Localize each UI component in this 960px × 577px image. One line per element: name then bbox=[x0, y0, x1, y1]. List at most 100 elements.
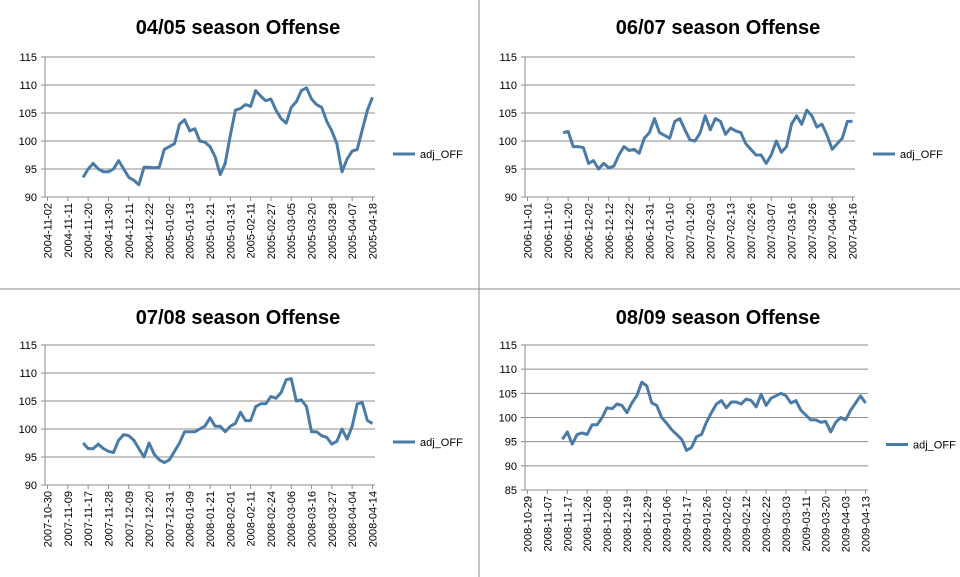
y-tick-label: 115 bbox=[499, 340, 517, 352]
x-tick-label: 2006-11-01 bbox=[523, 203, 535, 258]
chart: 04/05 season Offense 90 95 100 105 110 115 2004… bbox=[19, 17, 463, 259]
x-tick-label: 2008-12-08 bbox=[602, 496, 614, 552]
x-tick-label: 2005-03-20 bbox=[307, 203, 319, 259]
x-tick-label: 2009-04-13 bbox=[861, 496, 873, 552]
x-tick-label: 2007-12-31 bbox=[164, 491, 176, 547]
x-tick-label: 2005-01-02 bbox=[164, 203, 176, 259]
x-tick-label: 2009-03-20 bbox=[821, 496, 833, 552]
data-line bbox=[561, 380, 867, 452]
y-tick-label: 115 bbox=[499, 52, 517, 64]
x-tick-label: 2008-02-11 bbox=[246, 491, 258, 546]
y-tick-label: 105 bbox=[499, 388, 517, 400]
x-tick-label: 2007-12-20 bbox=[144, 491, 156, 547]
x-tick-label: 2008-12-29 bbox=[642, 496, 654, 552]
y-tick-label: 90 bbox=[25, 480, 37, 492]
x-tick-label: 2008-02-24 bbox=[266, 491, 278, 547]
x-tick-label: 2007-02-13 bbox=[726, 203, 738, 259]
chart-title: 04/05 season Offense bbox=[136, 17, 341, 39]
x-tick-label: 2009-03-11 bbox=[801, 496, 813, 551]
y-tick-label: 100 bbox=[499, 413, 517, 425]
x-tick-label: 2008-04-04 bbox=[347, 491, 359, 547]
x-tick-label: 2004-12-22 bbox=[144, 203, 156, 259]
x-tick-label: 2006-12-31 bbox=[644, 203, 656, 259]
x-tick-label: 2007-11-28 bbox=[104, 491, 116, 546]
x-tick-label: 2008-03-27 bbox=[327, 491, 339, 547]
x-tick-label: 2009-01-26 bbox=[701, 496, 713, 552]
y-tick-label: 95 bbox=[505, 437, 517, 449]
x-tick-label: 2006-11-10 bbox=[543, 203, 555, 258]
x-tick-label: 2009-01-17 bbox=[682, 496, 694, 552]
x-tick-label: 2005-04-18 bbox=[368, 203, 380, 259]
y-tick-label: 110 bbox=[19, 368, 37, 380]
x-tick-label: 2008-01-09 bbox=[185, 491, 197, 547]
x-tick-label: 2007-11-17 bbox=[83, 491, 95, 546]
chart: 06/07 season Offense 90 95 100 105 110 115 2006… bbox=[499, 17, 943, 259]
x-tick-label: 2007-04-06 bbox=[827, 203, 839, 259]
x-tick-label: 2007-02-03 bbox=[705, 203, 717, 259]
legend-label: adj_OFF bbox=[900, 149, 943, 161]
x-tick-label: 2007-11-09 bbox=[63, 491, 75, 546]
x-tick-label: 2007-04-16 bbox=[848, 203, 860, 259]
x-tick-label: 2008-01-21 bbox=[205, 491, 217, 547]
x-tick-label: 2006-12-02 bbox=[584, 203, 596, 259]
x-tick-label: 2005-03-28 bbox=[327, 203, 339, 259]
y-tick-label: 105 bbox=[19, 108, 37, 120]
y-tick-label: 110 bbox=[19, 80, 37, 92]
x-tick-label: 2009-02-02 bbox=[721, 496, 733, 552]
x-tick-label: 2004-11-02 bbox=[43, 203, 55, 258]
x-tick-label: 2008-11-17 bbox=[562, 496, 574, 551]
chart-title: 06/07 season Offense bbox=[616, 17, 821, 39]
data-line bbox=[81, 377, 374, 465]
x-tick-label: 2005-02-11 bbox=[246, 203, 258, 258]
y-tick-label: 110 bbox=[499, 364, 517, 376]
y-tick-label: 115 bbox=[19, 52, 37, 64]
legend-label: adj_OFF bbox=[420, 437, 463, 449]
x-tick-label: 2005-01-31 bbox=[225, 203, 237, 259]
legend-label: adj_OFF bbox=[420, 149, 463, 161]
y-tick-label: 100 bbox=[19, 424, 37, 436]
x-tick-label: 2009-02-12 bbox=[741, 496, 753, 552]
x-tick-label: 2005-03-05 bbox=[286, 203, 298, 259]
x-tick-label: 2007-12-09 bbox=[124, 491, 136, 547]
chart: 07/08 season Offense 90 95 100 105 110 115 2007… bbox=[19, 307, 463, 547]
y-tick-label: 100 bbox=[19, 136, 37, 148]
y-tick-label: 90 bbox=[25, 192, 37, 204]
x-tick-label: 2007-02-26 bbox=[746, 203, 758, 259]
data-line bbox=[81, 86, 374, 187]
x-tick-label: 2007-10-30 bbox=[43, 491, 55, 547]
x-tick-label: 2005-04-07 bbox=[347, 203, 359, 259]
y-tick-label: 100 bbox=[499, 136, 517, 148]
chart-title: 08/09 season Offense bbox=[616, 307, 821, 329]
x-tick-label: 2008-03-06 bbox=[286, 491, 298, 547]
x-tick-label: 2008-12-19 bbox=[622, 496, 634, 552]
y-tick-label: 90 bbox=[505, 461, 517, 473]
data-line bbox=[562, 108, 853, 171]
x-tick-label: 2006-12-22 bbox=[624, 203, 636, 259]
x-tick-label: 2004-12-11 bbox=[124, 203, 136, 258]
x-tick-label: 2008-11-26 bbox=[582, 496, 594, 551]
x-tick-label: 2005-01-13 bbox=[185, 203, 197, 259]
legend-label: adj_OFF bbox=[913, 440, 956, 452]
x-tick-label: 2006-11-20 bbox=[563, 203, 575, 258]
x-tick-label: 2005-02-27 bbox=[266, 203, 278, 259]
x-tick-label: 2008-11-07 bbox=[542, 496, 554, 551]
y-tick-label: 95 bbox=[25, 164, 37, 176]
x-tick-label: 2009-04-03 bbox=[841, 496, 853, 552]
x-tick-label: 2009-02-22 bbox=[761, 496, 773, 552]
x-tick-label: 2007-03-26 bbox=[807, 203, 819, 259]
x-tick-label: 2004-11-30 bbox=[104, 203, 116, 258]
x-tick-label: 2009-03-03 bbox=[781, 496, 793, 552]
y-tick-label: 105 bbox=[19, 396, 37, 408]
y-tick-label: 105 bbox=[499, 108, 517, 120]
y-tick-label: 95 bbox=[25, 452, 37, 464]
x-tick-label: 2007-01-10 bbox=[665, 203, 677, 259]
x-tick-label: 2008-04-14 bbox=[368, 491, 380, 547]
x-tick-label: 2005-01-21 bbox=[205, 203, 217, 259]
x-tick-label: 2004-11-11 bbox=[63, 203, 75, 258]
x-tick-label: 2007-03-07 bbox=[766, 203, 778, 259]
y-tick-label: 115 bbox=[19, 340, 37, 352]
x-tick-label: 2008-02-01 bbox=[225, 491, 237, 547]
y-tick-label: 85 bbox=[505, 485, 517, 497]
x-tick-label: 2004-11-20 bbox=[83, 203, 95, 258]
